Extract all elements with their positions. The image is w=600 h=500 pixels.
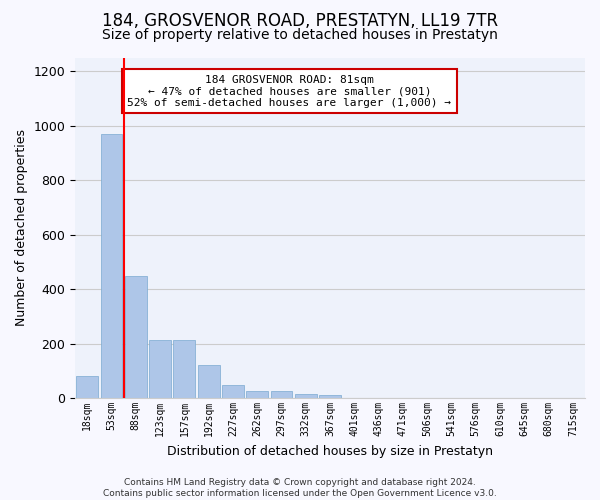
Bar bbox=[319, 396, 341, 398]
Bar bbox=[247, 392, 268, 398]
Bar bbox=[295, 394, 317, 398]
Bar bbox=[149, 340, 171, 398]
Bar bbox=[222, 384, 244, 398]
Text: 184 GROSVENOR ROAD: 81sqm
← 47% of detached houses are smaller (901)
52% of semi: 184 GROSVENOR ROAD: 81sqm ← 47% of detac… bbox=[127, 74, 451, 108]
Bar bbox=[125, 276, 147, 398]
Text: Size of property relative to detached houses in Prestatyn: Size of property relative to detached ho… bbox=[102, 28, 498, 42]
X-axis label: Distribution of detached houses by size in Prestatyn: Distribution of detached houses by size … bbox=[167, 444, 493, 458]
Text: Contains HM Land Registry data © Crown copyright and database right 2024.
Contai: Contains HM Land Registry data © Crown c… bbox=[103, 478, 497, 498]
Bar bbox=[101, 134, 122, 398]
Bar bbox=[198, 366, 220, 398]
Y-axis label: Number of detached properties: Number of detached properties bbox=[15, 130, 28, 326]
Bar bbox=[76, 376, 98, 398]
Bar bbox=[271, 392, 292, 398]
Text: 184, GROSVENOR ROAD, PRESTATYN, LL19 7TR: 184, GROSVENOR ROAD, PRESTATYN, LL19 7TR bbox=[102, 12, 498, 30]
Bar bbox=[173, 340, 196, 398]
